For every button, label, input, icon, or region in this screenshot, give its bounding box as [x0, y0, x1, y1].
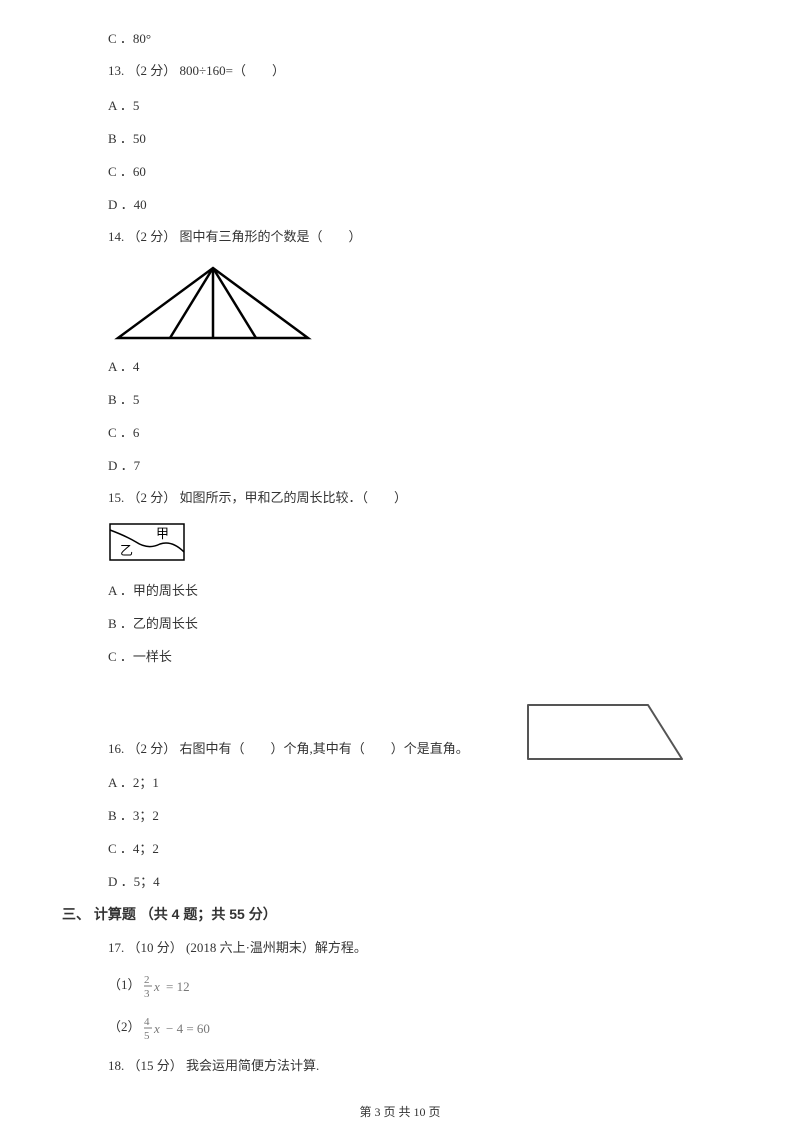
q14-option-c: C ．6	[108, 422, 740, 441]
page-content: C ．80° 13. （2 分） 800÷160=（ ） A ．5 B ．50 …	[0, 28, 800, 890]
svg-text:3: 3	[144, 988, 150, 1000]
svg-text:x: x	[153, 979, 160, 994]
q15-label-jia: 甲	[156, 526, 169, 541]
q14-stem: 14. （2 分） 图中有三角形的个数是（ ）	[108, 227, 740, 247]
q17-p1-label: （1）	[108, 976, 141, 991]
q12-option-c: C ．80°	[108, 28, 740, 47]
section-3-heading: 三、 计算题 （共 4 题；共 55 分）	[0, 904, 800, 924]
q13-option-d: D ．40	[108, 194, 740, 213]
q17-stem: 17. （10 分） (2018 六上·温州期末）解方程。	[108, 938, 740, 958]
q17-part1: （1） 2 3 x = 12	[108, 972, 740, 1000]
page-footer: 第 3 页 共 10 页	[0, 1103, 800, 1120]
q15-option-a: A ．甲的周长长	[108, 580, 740, 599]
q14-option-a: A ．4	[108, 356, 740, 375]
q16-figure	[520, 697, 690, 771]
svg-text:4: 4	[144, 1016, 150, 1028]
q17-part2: （2） 4 5 x − 4 = 60	[108, 1014, 740, 1042]
q13-stem: 13. （2 分） 800÷160=（ ）	[108, 61, 740, 81]
q17-p2-label: （2）	[108, 1018, 141, 1033]
svg-text:2: 2	[144, 974, 150, 986]
q15-label-yi: 乙	[120, 543, 133, 558]
q16-option-d: D ．5；4	[108, 871, 740, 890]
svg-text:− 4 = 60: − 4 = 60	[166, 1021, 210, 1036]
q16-option-c: C ．4；2	[108, 838, 740, 857]
q15-option-c: C ．一样长	[108, 646, 740, 665]
q13-option-a: A ．5	[108, 95, 740, 114]
svg-text:= 12: = 12	[166, 979, 190, 994]
q17-eq2-image: 4 5 x − 4 = 60	[144, 1014, 244, 1042]
svg-text:5: 5	[144, 1030, 150, 1042]
q13-option-b: B ．50	[108, 128, 740, 147]
q15-figure: 甲 乙	[108, 522, 740, 566]
q18-stem: 18. （15 分） 我会运用简便方法计算.	[108, 1056, 740, 1076]
q15-option-b: B ．乙的周长长	[108, 613, 740, 632]
q16-option-a: A ．2；1	[108, 772, 740, 791]
q17-eq1-image: 2 3 x = 12	[144, 972, 214, 1000]
svg-text:x: x	[153, 1021, 160, 1036]
q14-figure	[108, 260, 740, 344]
q13-option-c: C ．60	[108, 161, 740, 180]
q14-option-b: B ．5	[108, 389, 740, 408]
q15-stem: 15. （2 分） 如图所示，甲和乙的周长比较．（ ）	[108, 488, 740, 508]
section-3-content: 17. （10 分） (2018 六上·温州期末）解方程。 （1） 2 3 x …	[0, 938, 800, 1075]
q16-option-b: B ．3；2	[108, 805, 740, 824]
q14-option-d: D ．7	[108, 455, 740, 474]
